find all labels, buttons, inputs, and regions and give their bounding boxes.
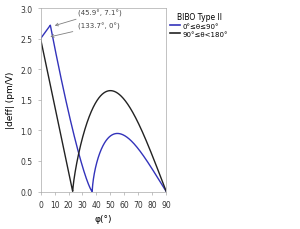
Y-axis label: |deff| (pm/V): |deff| (pm/V) — [6, 72, 15, 129]
Legend: 0°≤θ≤90°, 90°≤θ<180°: 0°≤θ≤90°, 90°≤θ<180° — [170, 12, 228, 38]
X-axis label: φ(°): φ(°) — [95, 215, 112, 224]
Text: (45.9°, 7.1°): (45.9°, 7.1°) — [56, 9, 122, 27]
Text: (133.7°, 0°): (133.7°, 0°) — [51, 23, 120, 38]
